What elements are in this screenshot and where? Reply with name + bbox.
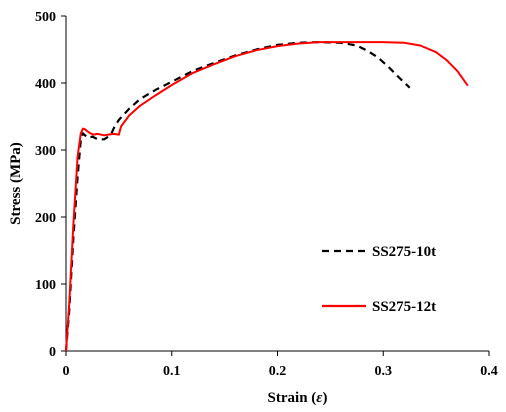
y-tick-label: 0: [49, 345, 56, 360]
y-tick-label: 100: [35, 278, 56, 293]
axis-labels: Strain (ε) Stress (MPa): [8, 142, 327, 406]
x-tick-label: 0.3: [375, 364, 393, 379]
y-tick-label: 300: [35, 144, 56, 159]
x-axis-title-close: ): [322, 390, 327, 406]
legend: SS275-10t SS275-12t: [322, 244, 436, 315]
x-axis-title-symbol: ε: [316, 390, 323, 406]
x-tick-label: 0.4: [480, 364, 498, 379]
x-tick-label: 0: [63, 364, 70, 379]
axes: 0 100 200 300 400 500 0 0.1 0.2 0.3 0.4: [35, 10, 498, 379]
legend-label: SS275-10t: [372, 244, 436, 260]
x-tick-label: 0.1: [163, 364, 181, 379]
y-tick-label: 500: [35, 10, 56, 25]
y-tick-label: 200: [35, 211, 56, 226]
series-line-ss275-12t: [65, 41, 469, 352]
series-layer: [64, 41, 469, 352]
y-axis-title: Stress (MPa): [8, 142, 24, 225]
x-axis-title-text: Strain (: [268, 390, 317, 406]
x-axis-title: Strain (ε): [268, 390, 328, 406]
x-tick-label: 0.2: [269, 364, 287, 379]
y-tick-label: 400: [35, 77, 56, 92]
series-line-ss275-10t: [64, 41, 411, 352]
legend-label: SS275-12t: [372, 299, 436, 315]
